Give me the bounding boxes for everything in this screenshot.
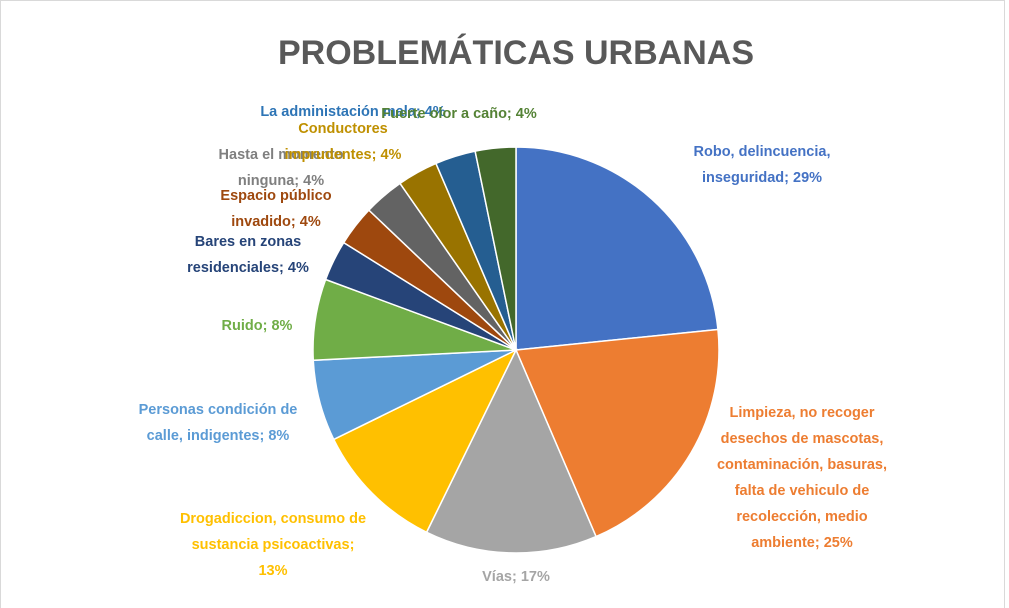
slice-label: Personas condición de calle, indigentes; …: [139, 402, 298, 444]
label-line: 13%: [258, 563, 287, 579]
label-line: imprudentes; 4%: [285, 147, 402, 163]
slice-label: Ruido; 8%: [222, 318, 293, 334]
label-line: Drogadiccion, consumo de: [180, 511, 366, 527]
pie-slice: [514, 328, 720, 538]
label-line: falta de vehiculo de: [735, 483, 870, 499]
label-line: Vías; 17%: [482, 569, 550, 585]
label-line: Fuerte olor a caño; 4%: [381, 106, 537, 122]
label-line: sustancia psicoactivas;: [192, 537, 355, 553]
label-line: ambiente; 25%: [751, 535, 853, 551]
label-line: invadido; 4%: [231, 214, 321, 230]
slice-label: Drogadiccion, consumo de sustancia psicoa…: [180, 511, 366, 579]
slice-label: La administación mala; 4%: [260, 104, 445, 120]
slice-label: Bares en zonas residenciales; 4%: [187, 234, 309, 276]
label-line: Espacio público: [220, 188, 331, 204]
label-line: Bares en zonas: [195, 234, 301, 250]
label-line: Conductores: [298, 121, 387, 137]
label-line: inseguridad; 29%: [702, 170, 822, 186]
label-line: Robo, delincuencia,: [694, 144, 831, 160]
label-line: contaminación, basuras,: [717, 457, 887, 473]
label-line: residenciales; 4%: [187, 260, 309, 276]
label-line: Personas condición de: [139, 402, 298, 418]
label-line: Hasta el momento: [219, 147, 344, 163]
slice-label: Espacio público invadido; 4%: [220, 188, 331, 230]
label-line: desechos de mascotas,: [721, 431, 884, 447]
label-line: recolección, medio: [736, 509, 867, 525]
slice-label: Hasta el momento ninguna; 4%: [219, 147, 344, 189]
pie-slice: [425, 348, 598, 554]
pie-slice: [515, 146, 719, 351]
slice-label: Vías; 17%: [482, 569, 550, 585]
label-line: calle, indigentes; 8%: [147, 428, 290, 444]
label-line: Limpieza, no recoger: [729, 405, 874, 421]
slice-label: Conductores imprudentes; 4%: [285, 121, 402, 163]
label-line: Ruido; 8%: [222, 318, 293, 334]
label-line: ninguna; 4%: [238, 173, 324, 189]
slice-label: Limpieza, no recoger desechos de mascotas…: [717, 405, 887, 551]
chart-title: PROBLEMÁTICAS URBANAS: [278, 34, 754, 72]
slice-label: Robo, delincuencia, inseguridad; 29%: [694, 144, 831, 186]
pie-slice: [474, 146, 517, 351]
pie-slice: [332, 348, 518, 534]
label-line: La administación mala; 4%: [260, 104, 445, 120]
slice-label: Fuerte olor a caño; 4%: [381, 106, 537, 122]
